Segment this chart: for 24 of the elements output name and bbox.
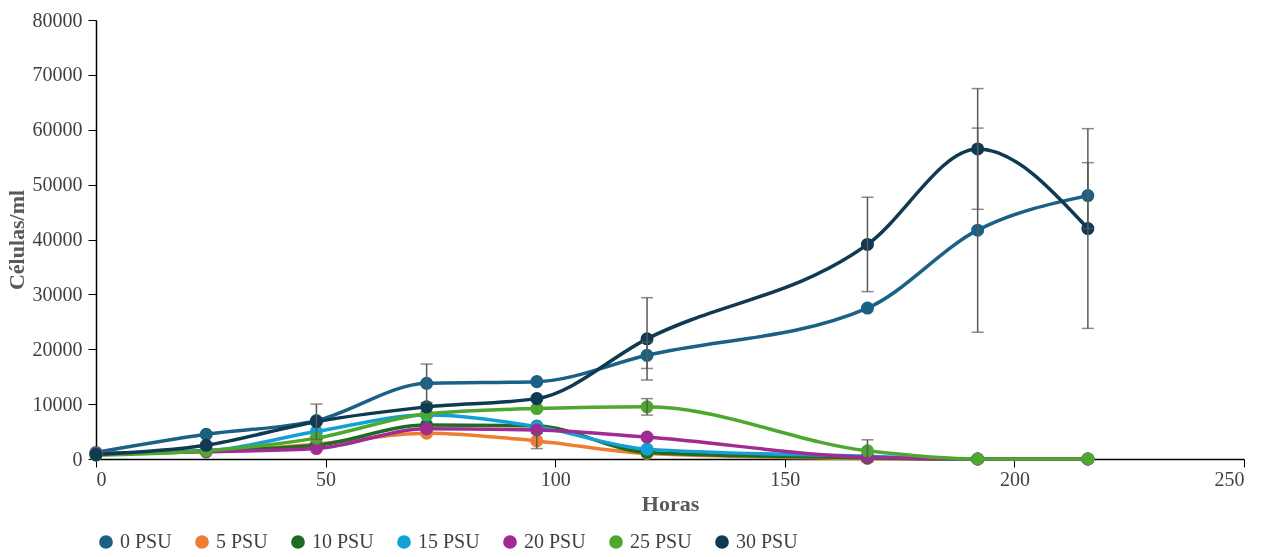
legend-label: 30 PSU bbox=[736, 530, 799, 552]
y-tick-label: 30000 bbox=[32, 282, 83, 305]
y-axis-title: Células/ml bbox=[3, 189, 29, 291]
x-tick-label: 200 bbox=[999, 467, 1030, 490]
y-tick-label: 0 bbox=[72, 447, 83, 470]
y-tick-label: 20000 bbox=[32, 337, 83, 360]
legend-label: 5 PSU bbox=[216, 530, 269, 552]
x-tick-label: 50 bbox=[316, 467, 337, 490]
x-axis-title: Horas bbox=[641, 490, 700, 516]
y-tick-label: 50000 bbox=[32, 173, 83, 196]
legend-label: 0 PSU bbox=[120, 530, 173, 552]
x-tick-label: 250 bbox=[1214, 467, 1245, 490]
x-tick-label: 0 bbox=[96, 467, 107, 490]
y-tick-label: 10000 bbox=[32, 392, 83, 415]
x-tick-label: 150 bbox=[770, 467, 801, 490]
y-tick-label: 70000 bbox=[32, 63, 83, 86]
legend-label: 25 PSU bbox=[630, 530, 693, 552]
legend-label: 10 PSU bbox=[312, 530, 375, 552]
legend-label: 15 PSU bbox=[418, 530, 481, 552]
y-tick-label: 60000 bbox=[32, 118, 83, 141]
y-tick-label: 40000 bbox=[32, 228, 83, 250]
legend-label: 20 PSU bbox=[524, 530, 587, 552]
y-tick-label: 80000 bbox=[32, 8, 83, 31]
x-tick-label: 100 bbox=[540, 467, 571, 490]
